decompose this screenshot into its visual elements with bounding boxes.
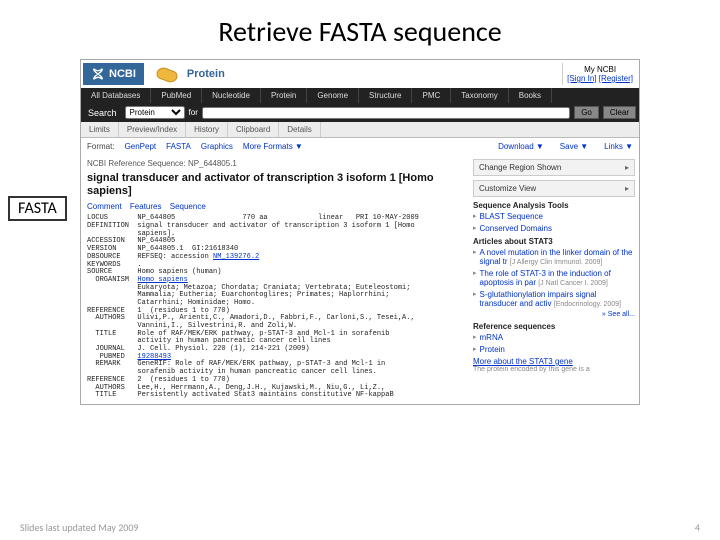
see-all-link[interactable]: » See all... (473, 311, 635, 318)
tools-heading: Sequence Analysis Tools (473, 201, 635, 210)
record-nav: Comment Features Sequence (87, 202, 463, 211)
change-region-box[interactable]: Change Region Shown▸ (473, 159, 635, 176)
top-tab[interactable]: Protein (261, 88, 307, 103)
format-prefix: Format: (87, 142, 115, 151)
refseq-heading: Reference sequences (473, 322, 635, 331)
db-select[interactable]: Protein (125, 106, 185, 119)
footer-right: 4 (695, 521, 700, 534)
myncbi-box: My NCBI [Sign In] [Register] (562, 63, 637, 85)
toolbar-item[interactable]: History (186, 122, 228, 137)
ncbi-window: NCBI Protein My NCBI [Sign In] [Register… (80, 59, 640, 405)
format-bar: Format: GenPept FASTA Graphics More Form… (81, 138, 639, 155)
search-input[interactable] (202, 107, 570, 119)
top-tab[interactable]: PMC (412, 88, 451, 103)
toolbar-item[interactable]: Limits (81, 122, 119, 137)
top-tab[interactable]: All Databases (81, 88, 151, 103)
chevron-right-icon: ▸ (625, 184, 629, 193)
top-tab[interactable]: Taxonomy (451, 88, 508, 103)
download-menu[interactable]: Download ▼ (498, 142, 544, 151)
top-tab[interactable]: Genome (307, 88, 359, 103)
content-area: NCBI Reference Sequence: NP_644805.1 sig… (81, 155, 639, 404)
refseq-link[interactable]: mRNA (480, 333, 504, 342)
record-title: signal transducer and activator of trans… (87, 172, 463, 198)
format-graphics[interactable]: Graphics (201, 142, 233, 151)
refseq-link[interactable]: Protein (480, 345, 505, 354)
tool-link[interactable]: Conserved Domains (480, 224, 552, 233)
pubmed-link[interactable]: 19288493 (137, 353, 171, 361)
nav-features[interactable]: Features (130, 202, 162, 211)
more-gene-link[interactable]: More about the STAT3 gene (473, 357, 635, 366)
tool-link[interactable]: BLAST Sequence (480, 212, 543, 221)
dna-icon (91, 67, 105, 81)
fasta-callout: FASTA (8, 196, 67, 221)
toolbar-item[interactable]: Details (279, 122, 320, 137)
myncbi-title: My NCBI (567, 65, 633, 74)
flatfile: LOCUS NP_644805 770 aa linear PRI 10-MAY… (87, 215, 463, 400)
signin-link[interactable]: [Sign In] (567, 74, 596, 83)
search-label: Search (84, 108, 121, 118)
top-tab[interactable]: Books (509, 88, 552, 103)
nav-sequence[interactable]: Sequence (170, 202, 206, 211)
format-more[interactable]: More Formats ▼ (243, 142, 303, 151)
format-genpept[interactable]: GenPept (125, 142, 157, 151)
ncbi-brand: NCBI (109, 68, 136, 80)
go-button[interactable]: Go (574, 106, 599, 119)
footer-left: Slides last updated May 2009 (20, 521, 139, 534)
ncbi-decor: Protein (148, 65, 562, 83)
toolbar-item[interactable]: Preview/Index (119, 122, 186, 137)
top-tab[interactable]: PubMed (151, 88, 202, 103)
clear-button[interactable]: Clear (603, 106, 636, 119)
top-tabs: All DatabasesPubMedNucleotideProteinGeno… (81, 88, 639, 103)
chevron-right-icon: ▸ (625, 163, 629, 172)
articles-heading: Articles about STAT3 (473, 237, 635, 246)
register-link[interactable]: [Register] (599, 74, 633, 83)
ncbi-header: NCBI Protein My NCBI [Sign In] [Register… (81, 60, 639, 88)
nav-comment[interactable]: Comment (87, 202, 122, 211)
db-label: Protein (187, 68, 225, 80)
toolbar-secondary: LimitsPreview/IndexHistoryClipboardDetai… (81, 122, 639, 138)
search-bar: Search Protein for Go Clear (81, 103, 639, 122)
for-label: for (189, 108, 198, 117)
save-menu[interactable]: Save ▼ (560, 142, 588, 151)
top-tab[interactable]: Nucleotide (202, 88, 261, 103)
main-panel: NCBI Reference Sequence: NP_644805.1 sig… (81, 155, 469, 404)
ref-line: NCBI Reference Sequence: NP_644805.1 (87, 159, 463, 168)
slide-title: Retrieve FASTA sequence (0, 0, 720, 59)
protein-blob-icon (153, 65, 181, 83)
customize-view-box[interactable]: Customize View▸ (473, 180, 635, 197)
dbsource-link[interactable]: NM_139276.2 (213, 253, 259, 261)
more-gene-sub: The protein encoded by this gene is a (473, 366, 635, 373)
side-panel: Change Region Shown▸ Customize View▸ Seq… (469, 155, 639, 404)
top-tab[interactable]: Structure (359, 88, 412, 103)
slide-footer: Slides last updated May 2009 4 (20, 521, 700, 534)
organism-link[interactable]: Homo sapiens (137, 276, 187, 284)
format-fasta[interactable]: FASTA (166, 142, 191, 151)
toolbar-item[interactable]: Clipboard (228, 122, 279, 137)
links-menu[interactable]: Links ▼ (604, 142, 633, 151)
ncbi-logo[interactable]: NCBI (83, 63, 144, 85)
